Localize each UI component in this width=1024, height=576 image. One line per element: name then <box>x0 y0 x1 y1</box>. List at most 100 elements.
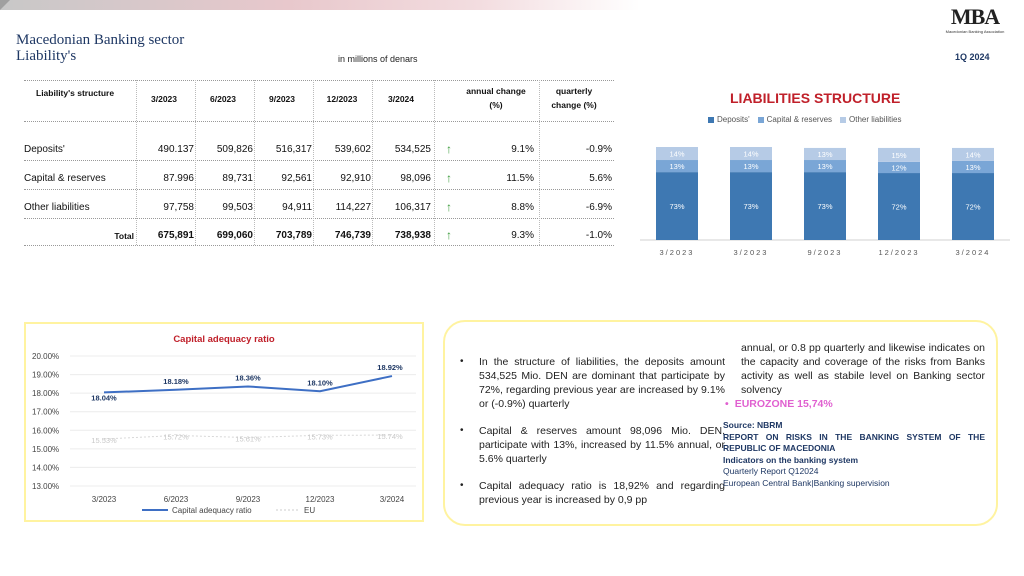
annual-change-cell: 11.5% <box>506 173 534 184</box>
bar-segment <box>952 160 994 174</box>
source-quarterly: Quarterly Report Q12024 <box>723 466 819 476</box>
up-arrow-icon: ↑ <box>446 142 452 156</box>
legend-swatch <box>757 116 764 123</box>
annual-change-header: annual change (%) <box>454 86 538 110</box>
line-data-label: 15.74% <box>377 432 403 441</box>
bar-data-label: 13% <box>965 163 980 172</box>
table-cell: 509,826 <box>216 144 253 155</box>
logo-subtitle: Macedonian Banking Association <box>945 29 1005 34</box>
legend-item: Other liabilities <box>840 115 901 124</box>
line-data-label: 18.92% <box>377 363 403 372</box>
bar-segment <box>952 173 994 240</box>
bar-data-label: 72% <box>891 203 906 212</box>
x-tick-label: 3/2023 <box>734 248 769 257</box>
bar-segment <box>878 173 920 240</box>
y-tick-label: 20.00% <box>32 352 59 361</box>
bar-chart-title: LIABILITIES STRUCTURE <box>730 90 901 106</box>
table-cell: 94,911 <box>282 202 312 213</box>
col-header: 3/2023 <box>151 94 177 104</box>
table-cell: 534,525 <box>394 144 431 155</box>
bar-data-label: 73% <box>743 202 758 211</box>
bar-data-label: 73% <box>669 202 684 211</box>
bullet-icon: • <box>460 356 464 367</box>
bar-data-label: 14% <box>965 150 980 159</box>
mba-logo: MBA Macedonian Banking Association <box>940 5 1010 43</box>
bar-data-label: 12% <box>891 163 906 172</box>
line-data-label: 15.53% <box>91 436 117 445</box>
line-data-label: 18.36% <box>235 373 261 382</box>
line-data-label: 18.04% <box>91 393 117 402</box>
table-col-rule <box>136 80 137 245</box>
annual-change-label: annual change <box>466 86 526 96</box>
page-title: Macedonian Banking sector Liability's <box>16 32 184 64</box>
bar-segment <box>804 160 846 173</box>
table-rule <box>24 218 614 219</box>
bar-data-label: 15% <box>891 151 906 160</box>
y-tick-label: 17.00% <box>32 408 59 417</box>
table-cell: 539,602 <box>334 144 371 155</box>
col-header: 9/2023 <box>269 94 295 104</box>
table-header-structure: Liability's structure <box>36 88 115 98</box>
annual-change-cell: 8.8% <box>511 202 534 213</box>
table-rule <box>24 121 614 122</box>
logo-text: MBA <box>950 4 1000 29</box>
line-data-label: 15.61% <box>235 435 261 444</box>
row-label-other: Other liabilities <box>24 202 90 213</box>
table-rule <box>24 80 614 81</box>
quarterly-change-cell: -0.9% <box>585 144 612 155</box>
legend-item: Deposits' <box>708 115 750 124</box>
line-data-label: 18.18% <box>163 377 189 386</box>
table-rule <box>24 189 614 190</box>
title-line-1: Macedonian Banking sector <box>16 32 185 48</box>
legend-label: Capital & reserves <box>766 115 833 124</box>
table-cell: 699,060 <box>216 230 253 241</box>
annual-change-cell: 9.1% <box>511 144 534 155</box>
bar-segment <box>804 147 846 161</box>
commentary-bullet-1: In the structure of liabilities, the dep… <box>479 356 725 410</box>
liability-table: Liability's structure 3/2023 6/2023 9/20… <box>24 80 614 250</box>
bar-data-label: 14% <box>743 150 758 159</box>
y-tick-label: 18.00% <box>32 389 59 398</box>
source-label: Source: NBRM <box>723 420 783 430</box>
bar-segment <box>656 147 698 161</box>
table-col-rule <box>195 80 196 245</box>
bar-segment <box>730 147 772 161</box>
capital-adequacy-chart: 13.00% 14.00% 15.00% 16.00% 17.00% 18.00% 19.0… <box>32 352 416 515</box>
table-cell: 99,503 <box>222 202 253 213</box>
bullet-icon: • <box>725 398 729 410</box>
y-tick-label: 14.00% <box>32 463 59 472</box>
table-cell: 87.996 <box>163 173 194 184</box>
table-col-rule <box>254 80 255 245</box>
source-report-title: REPORT ON RISKS IN THE BANKING SYSTEM OF… <box>723 431 985 454</box>
eurozone-line: • EUROZONE 15,74% <box>725 397 985 411</box>
up-arrow-icon: ↑ <box>446 171 452 185</box>
x-tick-label: 9/2023 <box>236 495 261 504</box>
table-cell: 106,317 <box>394 202 431 213</box>
table-col-rule <box>539 80 540 245</box>
table-col-rule <box>434 80 435 245</box>
line-data-label: 15.72% <box>163 432 189 441</box>
table-cell: 114,227 <box>335 202 371 213</box>
col-header: 12/2023 <box>326 94 358 104</box>
source-indicators: Indicators on the banking system <box>723 454 859 465</box>
bar-data-label: 13% <box>817 162 832 171</box>
legend-label: Deposits' <box>717 115 750 124</box>
table-cell: 703,789 <box>275 230 312 241</box>
y-tick-label: 16.00% <box>32 426 59 435</box>
units-note: in millions of denars <box>338 54 418 64</box>
col-header: 6/2023 <box>210 94 236 104</box>
legend-swatch <box>708 116 714 123</box>
table-rule <box>24 160 614 161</box>
y-tick-label: 15.00% <box>32 445 59 454</box>
table-cell: 89,731 <box>222 173 253 184</box>
table-cell: 97,758 <box>163 202 194 213</box>
quarterly-change-cell: 5.6% <box>589 173 612 184</box>
row-label-total: Total <box>114 231 134 241</box>
legend-swatch <box>840 116 847 123</box>
legend-item: Capital & reserves <box>757 115 833 124</box>
x-tick-label: 3/2024 <box>380 495 405 504</box>
table-cell: 92,561 <box>281 173 312 184</box>
table-cell: 746,739 <box>334 230 371 241</box>
commentary-bullet-3: Capital adequacy ratio is 18,92% and reg… <box>479 480 725 506</box>
legend-label: Other liabilities <box>849 115 902 124</box>
